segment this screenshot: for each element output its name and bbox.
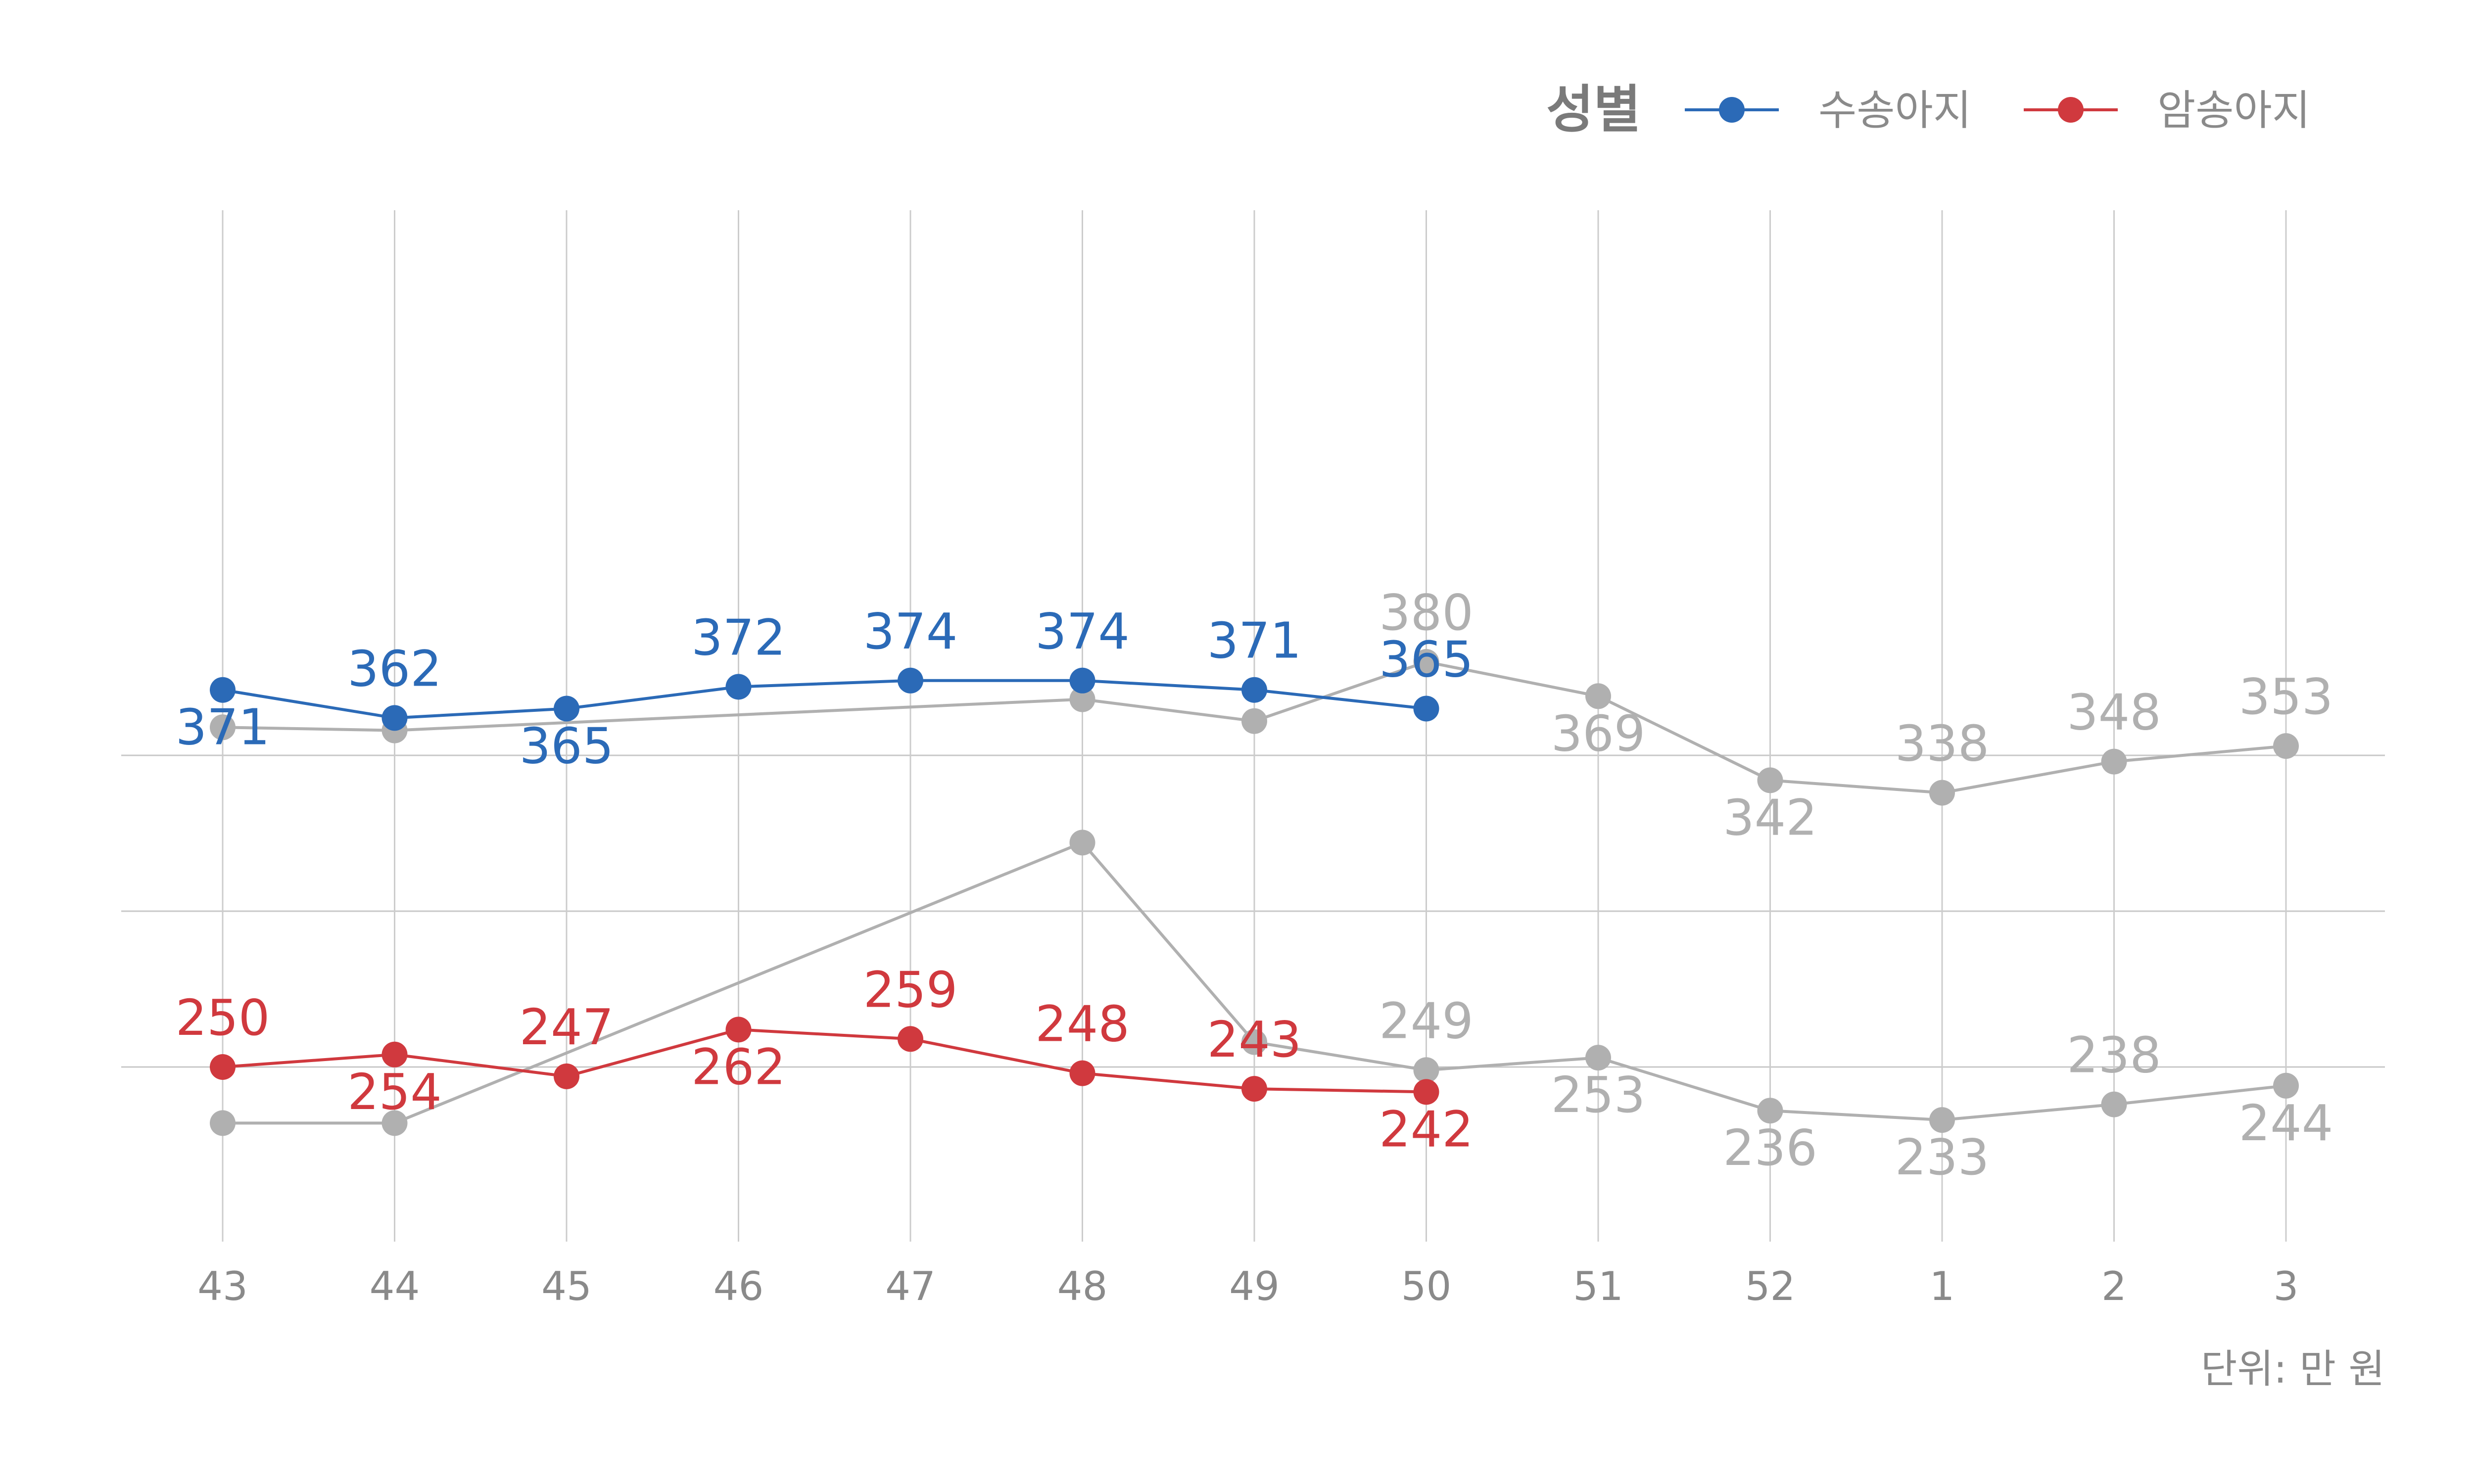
data-point: [1241, 708, 1267, 734]
series-line: [223, 841, 2286, 1125]
series-line: [222, 679, 1427, 720]
data-label: 338: [1895, 715, 1990, 773]
data-label: 238: [2067, 1026, 2161, 1084]
data-label: 374: [1035, 603, 1130, 660]
data-point: [898, 667, 923, 694]
data-label: 348: [2067, 684, 2161, 742]
data-point: [898, 1026, 923, 1052]
legend-label-male: 수송아지: [1818, 86, 1971, 135]
series-2: [210, 649, 2299, 806]
data-point: [381, 705, 408, 731]
data-point: [1241, 677, 1267, 703]
data-point: [2273, 1072, 2299, 1099]
x-tick-label: 45: [541, 1263, 592, 1309]
data-point: [1069, 667, 1095, 694]
data-label: 365: [1379, 631, 1474, 689]
x-tick-label: 52: [1745, 1263, 1796, 1309]
series-line: [222, 660, 2286, 794]
data-point: [1241, 1076, 1267, 1102]
unit-caption: 단위: 만 원: [2201, 1346, 2385, 1392]
data-point: [1413, 696, 1439, 722]
series-layer: [210, 649, 2299, 1136]
legend-swatch-dot-male: [1719, 97, 1745, 123]
data-point: [725, 674, 752, 700]
data-point: [1069, 686, 1095, 712]
grid: [121, 210, 2385, 1242]
data-label: 253: [1551, 1066, 1646, 1124]
data-point: [1585, 1045, 1611, 1071]
data-point: [1241, 1029, 1267, 1055]
x-tick-label: 48: [1057, 1263, 1108, 1309]
x-tick-label: 49: [1229, 1263, 1280, 1309]
data-label: 374: [863, 603, 958, 660]
x-axis-ticks: 43 44 45 46 47 48 49 50 51 52 1 2 3: [197, 1263, 2298, 1309]
legend-swatch-dot-female: [2058, 97, 2084, 123]
data-label: 254: [347, 1063, 442, 1121]
data-point: [1757, 767, 1783, 793]
data-label: 259: [863, 961, 958, 1019]
legend: 성별 수송아지 암송아지: [1546, 79, 2310, 139]
data-point: [2101, 1091, 2127, 1117]
data-point: [1069, 1060, 1095, 1086]
data-point: [210, 1110, 236, 1136]
data-point: [1413, 1057, 1439, 1083]
x-tick-label: 3: [2274, 1263, 2299, 1309]
data-label: 380: [1379, 584, 1474, 642]
data-label: 236: [1723, 1119, 1817, 1177]
data-point: [210, 677, 236, 703]
data-point: [1069, 830, 1095, 856]
data-label: 249: [1379, 992, 1474, 1050]
data-label: 248: [1035, 995, 1130, 1053]
data-label: 233: [1895, 1128, 1990, 1186]
data-point: [2101, 748, 2127, 775]
x-tick-label: 47: [885, 1263, 936, 1309]
data-label: 247: [520, 998, 614, 1056]
data-point: [381, 1110, 408, 1136]
data-point: [210, 714, 236, 741]
data-point: [381, 1041, 408, 1067]
series-line: [222, 1028, 1427, 1094]
x-tick-label: 44: [370, 1263, 420, 1309]
data-point: [1413, 649, 1439, 675]
data-label: 250: [176, 989, 270, 1047]
data-label: 372: [691, 608, 786, 666]
data-point: [554, 1063, 579, 1089]
series-0: [210, 667, 1439, 731]
data-label: 244: [2239, 1094, 2333, 1152]
x-tick-label: 2: [2101, 1263, 2127, 1309]
data-point: [1929, 1107, 1955, 1133]
legend-title: 성별: [1546, 79, 1641, 139]
series-3: [210, 830, 2299, 1136]
x-tick-label: 1: [1930, 1263, 1955, 1309]
x-tick-label: 46: [714, 1263, 764, 1309]
data-point: [725, 1017, 752, 1043]
data-label: 242: [1379, 1100, 1474, 1158]
data-point: [210, 1054, 236, 1080]
data-label: 371: [1207, 612, 1302, 670]
data-point: [1757, 1098, 1783, 1124]
data-point: [1929, 780, 1955, 806]
data-point: [1413, 1079, 1439, 1105]
data-point: [1585, 683, 1611, 709]
x-tick-label: 50: [1401, 1263, 1452, 1309]
series-1: [210, 1017, 1439, 1105]
data-label: 369: [1551, 704, 1646, 762]
legend-label-female: 암송아지: [2157, 86, 2310, 135]
data-point: [554, 696, 579, 722]
data-label: 371: [176, 698, 270, 756]
data-label: 362: [347, 640, 442, 697]
data-label: 365: [520, 717, 614, 775]
data-label: 262: [691, 1038, 786, 1096]
data-label: 342: [1723, 788, 1817, 846]
data-point: [2273, 733, 2299, 759]
x-tick-label: 43: [197, 1263, 248, 1309]
x-tick-label: 51: [1573, 1263, 1623, 1309]
data-label: 243: [1207, 1011, 1302, 1068]
data-label: 353: [2239, 668, 2333, 726]
data-labels: 371 362 365 372 374 374 371 365 250 254 247 262 259 2…: [176, 584, 2333, 1186]
